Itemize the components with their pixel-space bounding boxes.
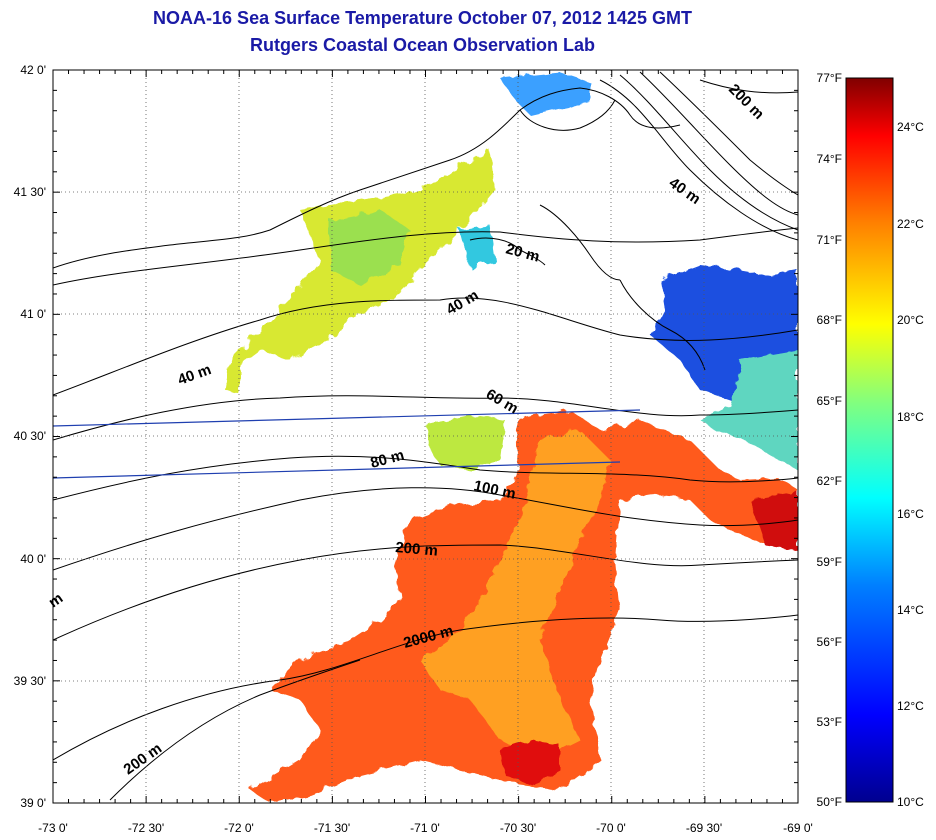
contour-label: 200 m <box>395 539 439 560</box>
lon-tick-label: -72 0' <box>224 821 254 835</box>
bathymetry-contours <box>53 71 798 801</box>
graticule <box>53 70 798 803</box>
colorbar-f-label: 68°F <box>817 313 842 327</box>
colorbar-fahrenheit-labels: 77°F 74°F 71°F 68°F 65°F 62°F 59°F 56°F … <box>817 71 842 809</box>
colorbar-f-label: 77°F <box>817 71 842 85</box>
lat-tick-label: 39 30' <box>14 674 46 688</box>
sst-cyan-region <box>700 350 798 470</box>
colorbar-f-label: 59°F <box>817 555 842 569</box>
colorbar: 77°F 74°F 71°F 68°F 65°F 62°F 59°F 56°F … <box>817 71 925 809</box>
sst-greenish-offshore <box>425 415 505 470</box>
colorbar-f-label: 74°F <box>817 152 842 166</box>
colorbar-c-label: 22°C <box>897 217 924 231</box>
colorbar-c-label: 24°C <box>897 120 924 134</box>
lon-tick-label: -71 0' <box>410 821 440 835</box>
frame-ticks <box>52 69 799 804</box>
sst-cyan-mid <box>460 225 495 268</box>
colorbar-c-label: 12°C <box>897 699 924 713</box>
lat-tick-label: 42 0' <box>20 63 46 77</box>
colorbar-celsius-labels: 24°C 22°C 20°C 18°C 16°C 14°C 12°C 10°C <box>897 120 924 809</box>
lon-tick-label: -70 0' <box>596 821 626 835</box>
sst-data-layer <box>225 72 798 803</box>
colorbar-gradient <box>845 77 894 803</box>
sst-red-patch <box>500 740 560 785</box>
lat-tick-label: 40 30' <box>14 429 46 443</box>
lon-tick-label: -72 30' <box>128 821 164 835</box>
lat-tick-label: 41 30' <box>14 185 46 199</box>
map-subtitle: Rutgers Coastal Ocean Observation Lab <box>249 35 596 55</box>
colorbar-c-label: 14°C <box>897 603 924 617</box>
sst-cyan-north <box>500 72 590 115</box>
latitude-axis: 42 0' 41 30' 41 0' 40 30' 40 0' 39 30' 3… <box>14 63 46 810</box>
colorbar-f-label: 56°F <box>817 635 842 649</box>
lat-tick-label: 41 0' <box>20 307 46 321</box>
lon-tick-label: -71 30' <box>314 821 350 835</box>
lon-tick-label: -73 0' <box>38 821 68 835</box>
lat-tick-label: 39 0' <box>20 796 46 810</box>
sst-green-patch <box>330 210 410 285</box>
lon-tick-label: -70 30' <box>500 821 536 835</box>
colorbar-c-label: 10°C <box>897 795 924 809</box>
lat-tick-label: 40 0' <box>20 552 46 566</box>
colorbar-c-label: 16°C <box>897 507 924 521</box>
longitude-axis: -73 0' -72 30' -72 0' -71 30' -71 0' -70… <box>38 821 813 835</box>
map-title: NOAA-16 Sea Surface Temperature October … <box>153 8 692 28</box>
colorbar-f-label: 71°F <box>817 233 842 247</box>
sst-red-east <box>750 492 798 550</box>
colorbar-f-label: 50°F <box>817 795 842 809</box>
colorbar-c-label: 18°C <box>897 410 924 424</box>
lon-tick-label: -69 0' <box>783 821 813 835</box>
transect-lines <box>53 409 641 479</box>
colorbar-f-label: 62°F <box>817 474 842 488</box>
colorbar-f-label: 65°F <box>817 394 842 408</box>
lon-tick-label: -69 30' <box>686 821 722 835</box>
coastline <box>53 87 706 371</box>
colorbar-f-label: 53°F <box>817 715 842 729</box>
colorbar-c-label: 20°C <box>897 313 924 327</box>
sst-orange-core <box>420 430 610 760</box>
